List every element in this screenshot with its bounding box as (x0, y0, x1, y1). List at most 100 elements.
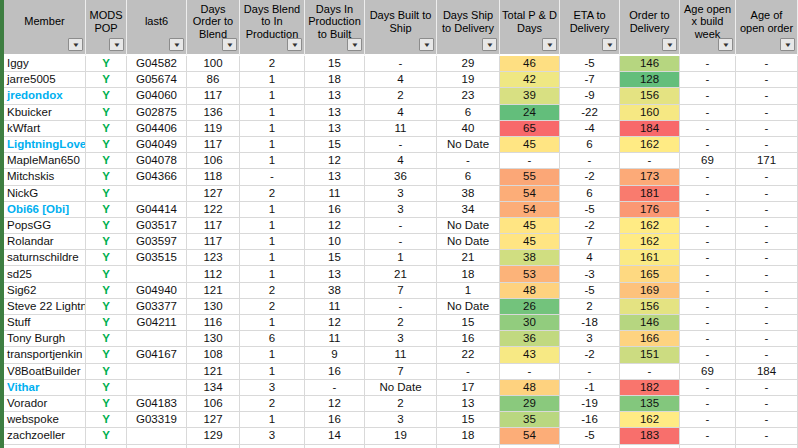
data-cell[interactable] (127, 428, 187, 444)
data-cell[interactable]: 112 (187, 266, 240, 282)
data-cell[interactable]: 130 (187, 331, 240, 347)
data-cell[interactable]: 11 (305, 186, 365, 202)
data-cell[interactable]: G05674 (127, 72, 187, 88)
data-cell[interactable]: 122 (187, 202, 240, 218)
data-cell[interactable]: - (736, 396, 798, 412)
data-cell[interactable]: -5 (560, 428, 620, 444)
data-cell[interactable]: 136 (187, 105, 240, 121)
mods-pop-cell[interactable]: Y (86, 380, 127, 396)
data-cell[interactable]: 117 (187, 218, 240, 234)
data-cell[interactable]: 129 (187, 428, 240, 444)
data-cell[interactable]: 3 (240, 380, 305, 396)
data-cell[interactable]: 1 (240, 250, 305, 266)
data-cell[interactable]: - (680, 331, 736, 347)
data-cell[interactable]: - (437, 364, 500, 380)
data-cell[interactable]: 29 (437, 56, 500, 72)
data-cell[interactable]: 1 (365, 250, 437, 266)
member-cell[interactable]: webspoke (4, 412, 86, 428)
data-cell[interactable]: No Date (437, 218, 500, 234)
data-cell[interactable]: G04060 (127, 88, 187, 104)
data-cell[interactable]: 1 (437, 283, 500, 299)
total-pd-days-cell[interactable]: 36 (500, 331, 560, 347)
filter-dropdown-button[interactable]: ▼ (68, 38, 83, 51)
data-cell[interactable]: - (736, 331, 798, 347)
order-to-delivery-cell[interactable]: 165 (620, 266, 680, 282)
data-cell[interactable]: 11 (365, 121, 437, 137)
data-cell[interactable]: 22 (437, 347, 500, 363)
member-cell[interactable]: V8BoatBuilder (4, 364, 86, 380)
total-pd-days-cell[interactable]: 45 (500, 234, 560, 250)
data-cell[interactable]: - (680, 137, 736, 153)
data-cell[interactable]: G04078 (127, 153, 187, 169)
filter-dropdown-button[interactable]: ▼ (419, 38, 434, 51)
data-cell[interactable]: 1 (240, 72, 305, 88)
data-cell[interactable]: G03515 (127, 250, 187, 266)
order-to-delivery-cell[interactable]: 162 (620, 412, 680, 428)
data-cell[interactable]: 11 (305, 331, 365, 347)
data-cell[interactable]: 117 (187, 234, 240, 250)
filter-dropdown-button[interactable]: ▼ (222, 38, 237, 51)
data-cell[interactable]: - (365, 56, 437, 72)
data-cell[interactable]: - (736, 347, 798, 363)
total-pd-days-cell[interactable]: 46 (500, 56, 560, 72)
data-cell[interactable]: 36 (365, 169, 437, 185)
data-cell[interactable]: G04366 (127, 169, 187, 185)
data-cell[interactable]: G03597 (127, 234, 187, 250)
data-cell[interactable]: - (365, 218, 437, 234)
data-cell[interactable]: -5 (560, 56, 620, 72)
data-cell[interactable]: - (680, 266, 736, 282)
data-cell[interactable]: 21 (437, 250, 500, 266)
member-cell[interactable]: MapleMan650 (4, 153, 86, 169)
data-cell[interactable]: - (620, 153, 680, 169)
data-cell[interactable]: 121 (187, 283, 240, 299)
data-cell[interactable]: - (736, 186, 798, 202)
mods-pop-cell[interactable]: Y (86, 299, 127, 315)
total-pd-days-cell[interactable]: 35 (500, 412, 560, 428)
data-cell[interactable]: G03517 (127, 218, 187, 234)
data-cell[interactable]: No Date (437, 299, 500, 315)
mods-pop-cell[interactable]: Y (86, 266, 127, 282)
order-to-delivery-cell[interactable]: 162 (620, 218, 680, 234)
order-to-delivery-cell[interactable]: 160 (620, 105, 680, 121)
member-cell[interactable]: Stuff (4, 315, 86, 331)
data-cell[interactable]: 1 (240, 218, 305, 234)
mods-pop-cell[interactable]: Y (86, 428, 127, 444)
total-pd-days-cell[interactable]: 42 (500, 72, 560, 88)
member-cell[interactable]: kWfart (4, 121, 86, 137)
total-pd-days-cell[interactable]: 48 (500, 283, 560, 299)
data-cell[interactable]: - (680, 299, 736, 315)
data-cell[interactable]: 13 (305, 121, 365, 137)
data-cell[interactable]: 18 (437, 266, 500, 282)
data-cell[interactable]: G04406 (127, 121, 187, 137)
data-cell[interactable]: 106 (187, 153, 240, 169)
order-to-delivery-cell[interactable]: 161 (620, 250, 680, 266)
data-cell[interactable]: 13 (305, 88, 365, 104)
data-cell[interactable]: - (560, 364, 620, 380)
data-cell[interactable]: - (680, 169, 736, 185)
data-cell[interactable]: 3 (365, 412, 437, 428)
data-cell[interactable]: 1 (240, 315, 305, 331)
data-cell[interactable]: -2 (560, 169, 620, 185)
data-cell[interactable]: 14 (305, 428, 365, 444)
data-cell[interactable]: - (736, 105, 798, 121)
data-cell[interactable]: 127 (187, 412, 240, 428)
data-cell[interactable]: - (736, 250, 798, 266)
data-cell[interactable]: - (736, 72, 798, 88)
empty-cell[interactable] (187, 445, 240, 448)
order-to-delivery-cell[interactable]: 156 (620, 88, 680, 104)
data-cell[interactable]: - (365, 137, 437, 153)
total-pd-days-cell[interactable]: 43 (500, 347, 560, 363)
data-cell[interactable]: 18 (437, 428, 500, 444)
member-cell[interactable]: Vorador (4, 396, 86, 412)
total-pd-days-cell[interactable]: 55 (500, 169, 560, 185)
data-cell[interactable]: - (736, 428, 798, 444)
mods-pop-cell[interactable]: Y (86, 121, 127, 137)
data-cell[interactable]: 21 (365, 266, 437, 282)
data-cell[interactable] (127, 364, 187, 380)
data-cell[interactable]: 116 (187, 315, 240, 331)
member-cell[interactable]: Mitchskis (4, 169, 86, 185)
data-cell[interactable]: 86 (187, 72, 240, 88)
mods-pop-cell[interactable]: Y (86, 105, 127, 121)
member-cell[interactable]: sd25 (4, 266, 86, 282)
mods-pop-cell[interactable]: Y (86, 137, 127, 153)
